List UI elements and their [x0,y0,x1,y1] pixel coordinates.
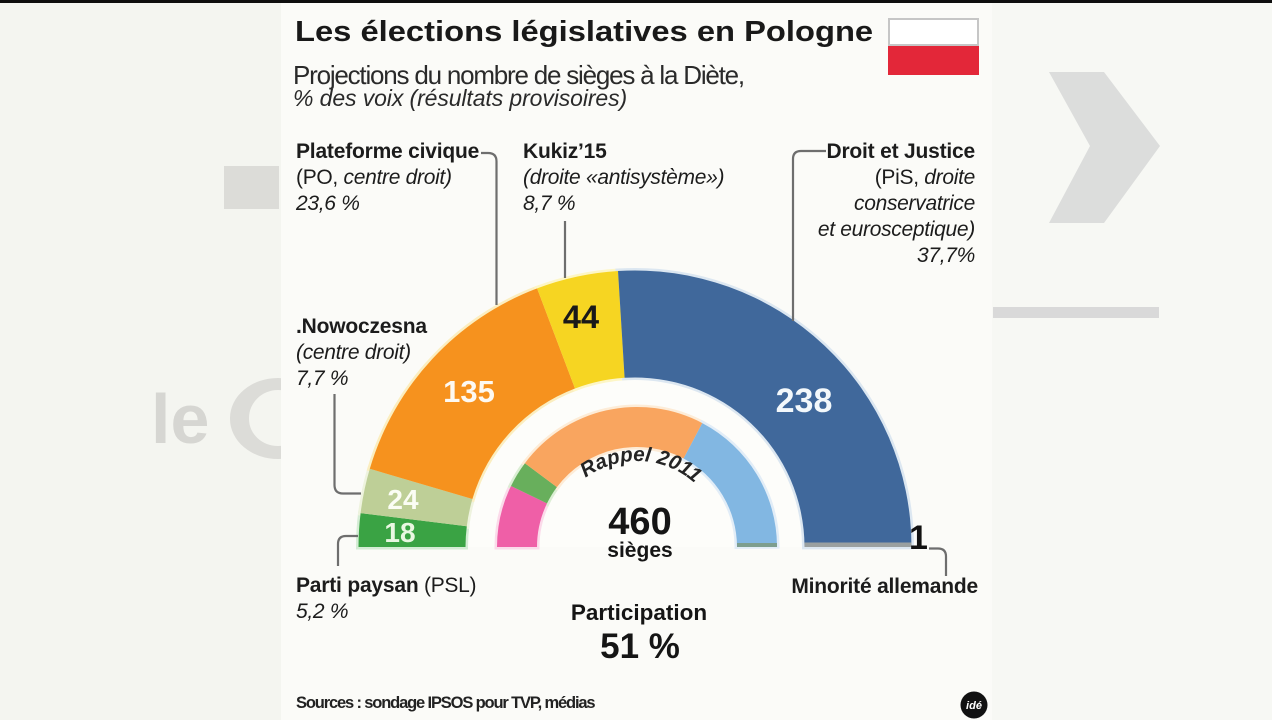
svg-text:idé: idé [966,700,982,712]
svg-text:sièges: sièges [607,539,672,562]
svg-text:51 %: 51 % [600,627,680,666]
svg-text:18: 18 [384,517,415,548]
svg-text:238: 238 [776,382,833,420]
svg-text:460: 460 [608,501,671,543]
svg-text:44: 44 [563,299,599,335]
svg-text:Participation: Participation [571,600,707,625]
svg-text:1: 1 [909,519,928,557]
svg-text:135: 135 [443,374,495,409]
svg-text:24: 24 [387,484,419,515]
